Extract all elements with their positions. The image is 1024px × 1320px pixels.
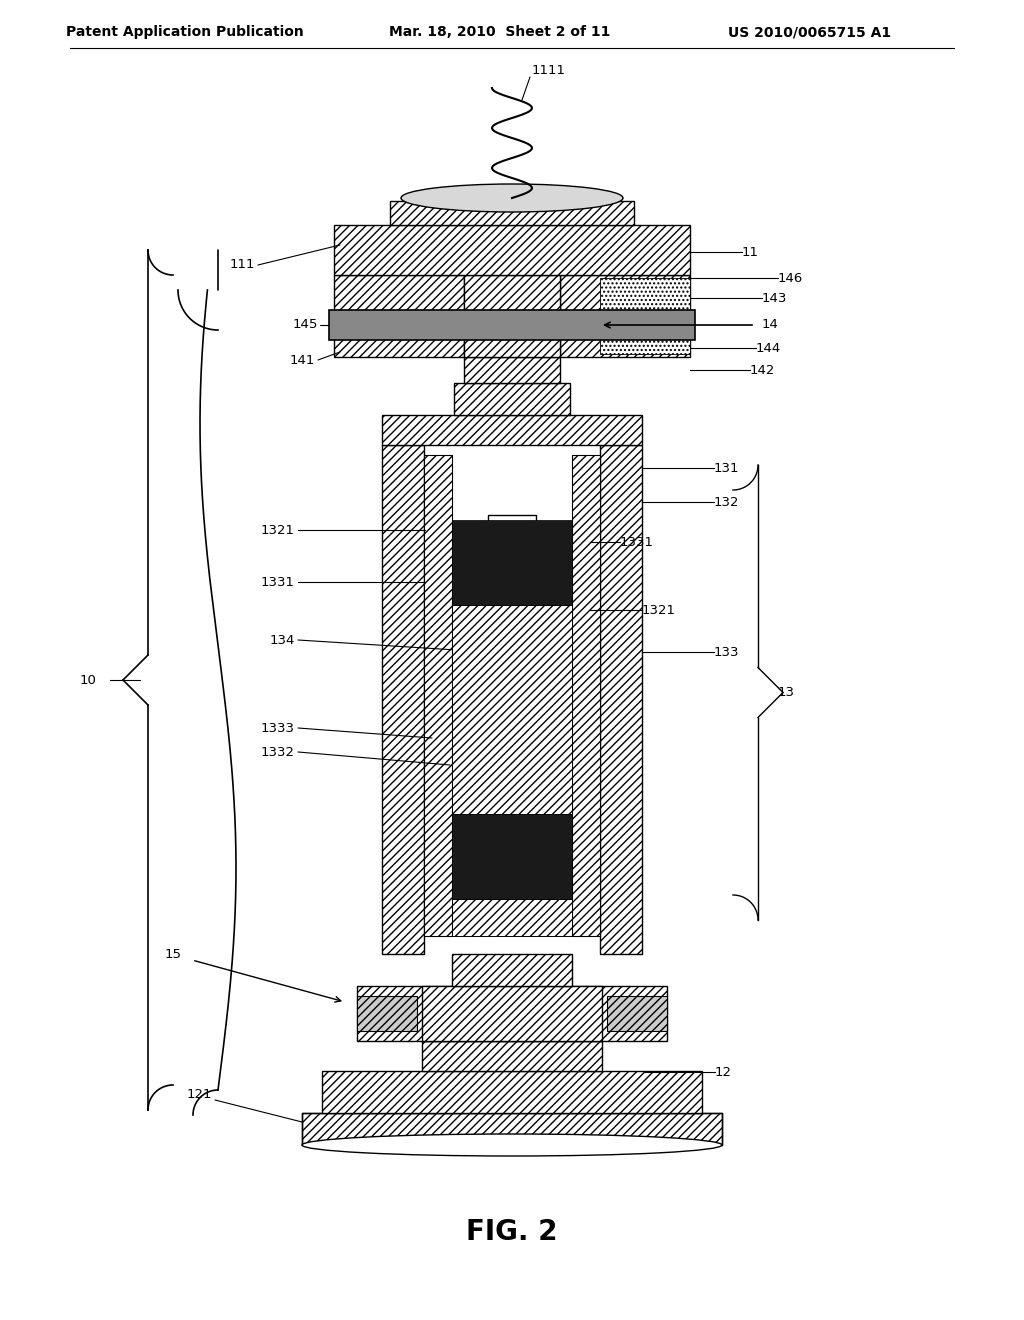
Text: 10: 10 xyxy=(80,673,96,686)
Bar xyxy=(607,997,667,1031)
Text: 11: 11 xyxy=(742,246,759,259)
Text: US 2010/0065715 A1: US 2010/0065715 A1 xyxy=(728,25,892,40)
Bar xyxy=(422,986,602,1041)
Bar xyxy=(357,986,667,1041)
Text: 1331: 1331 xyxy=(261,576,295,589)
Text: 12: 12 xyxy=(715,1065,732,1078)
Bar xyxy=(452,954,572,986)
Bar xyxy=(334,275,464,356)
Text: 1111: 1111 xyxy=(532,63,566,77)
Text: 141: 141 xyxy=(290,354,315,367)
Bar xyxy=(464,356,560,383)
Text: 133: 133 xyxy=(714,645,739,659)
Text: 15: 15 xyxy=(165,949,182,961)
Text: 14: 14 xyxy=(762,318,779,331)
Bar xyxy=(382,414,642,445)
Bar xyxy=(452,814,572,899)
Text: Mar. 18, 2010  Sheet 2 of 11: Mar. 18, 2010 Sheet 2 of 11 xyxy=(389,25,610,40)
Bar xyxy=(334,224,690,275)
Ellipse shape xyxy=(401,183,623,213)
Bar xyxy=(600,445,642,954)
Bar xyxy=(454,383,570,414)
Text: 145: 145 xyxy=(293,318,318,331)
Text: FIG. 2: FIG. 2 xyxy=(466,1218,558,1246)
Text: 132: 132 xyxy=(714,495,739,508)
Bar xyxy=(322,1071,702,1113)
Text: 1332: 1332 xyxy=(261,746,295,759)
Text: 1321: 1321 xyxy=(261,524,295,536)
Bar xyxy=(464,275,560,356)
Text: 146: 146 xyxy=(778,272,803,285)
Bar xyxy=(452,899,572,936)
Bar xyxy=(488,515,536,899)
Bar xyxy=(422,1041,602,1071)
Bar xyxy=(390,201,634,224)
Bar xyxy=(572,455,600,936)
Text: 143: 143 xyxy=(762,292,787,305)
Bar xyxy=(452,520,572,605)
Bar xyxy=(424,455,452,936)
Text: 1333: 1333 xyxy=(261,722,295,734)
Bar xyxy=(382,445,424,954)
Bar xyxy=(302,1113,722,1144)
Text: Patent Application Publication: Patent Application Publication xyxy=(67,25,304,40)
Ellipse shape xyxy=(302,1134,722,1156)
Bar xyxy=(357,997,417,1031)
Text: 134: 134 xyxy=(269,634,295,647)
Text: 1331: 1331 xyxy=(620,536,654,549)
Text: 1321: 1321 xyxy=(642,603,676,616)
Text: 121: 121 xyxy=(186,1089,212,1101)
Text: 144: 144 xyxy=(756,342,781,355)
Text: 142: 142 xyxy=(750,363,775,376)
Text: 13: 13 xyxy=(778,685,795,698)
Bar xyxy=(560,275,690,356)
Bar xyxy=(600,279,690,354)
Text: 111: 111 xyxy=(229,259,255,272)
Bar xyxy=(329,310,695,341)
Bar xyxy=(452,605,572,814)
Text: 131: 131 xyxy=(714,462,739,474)
